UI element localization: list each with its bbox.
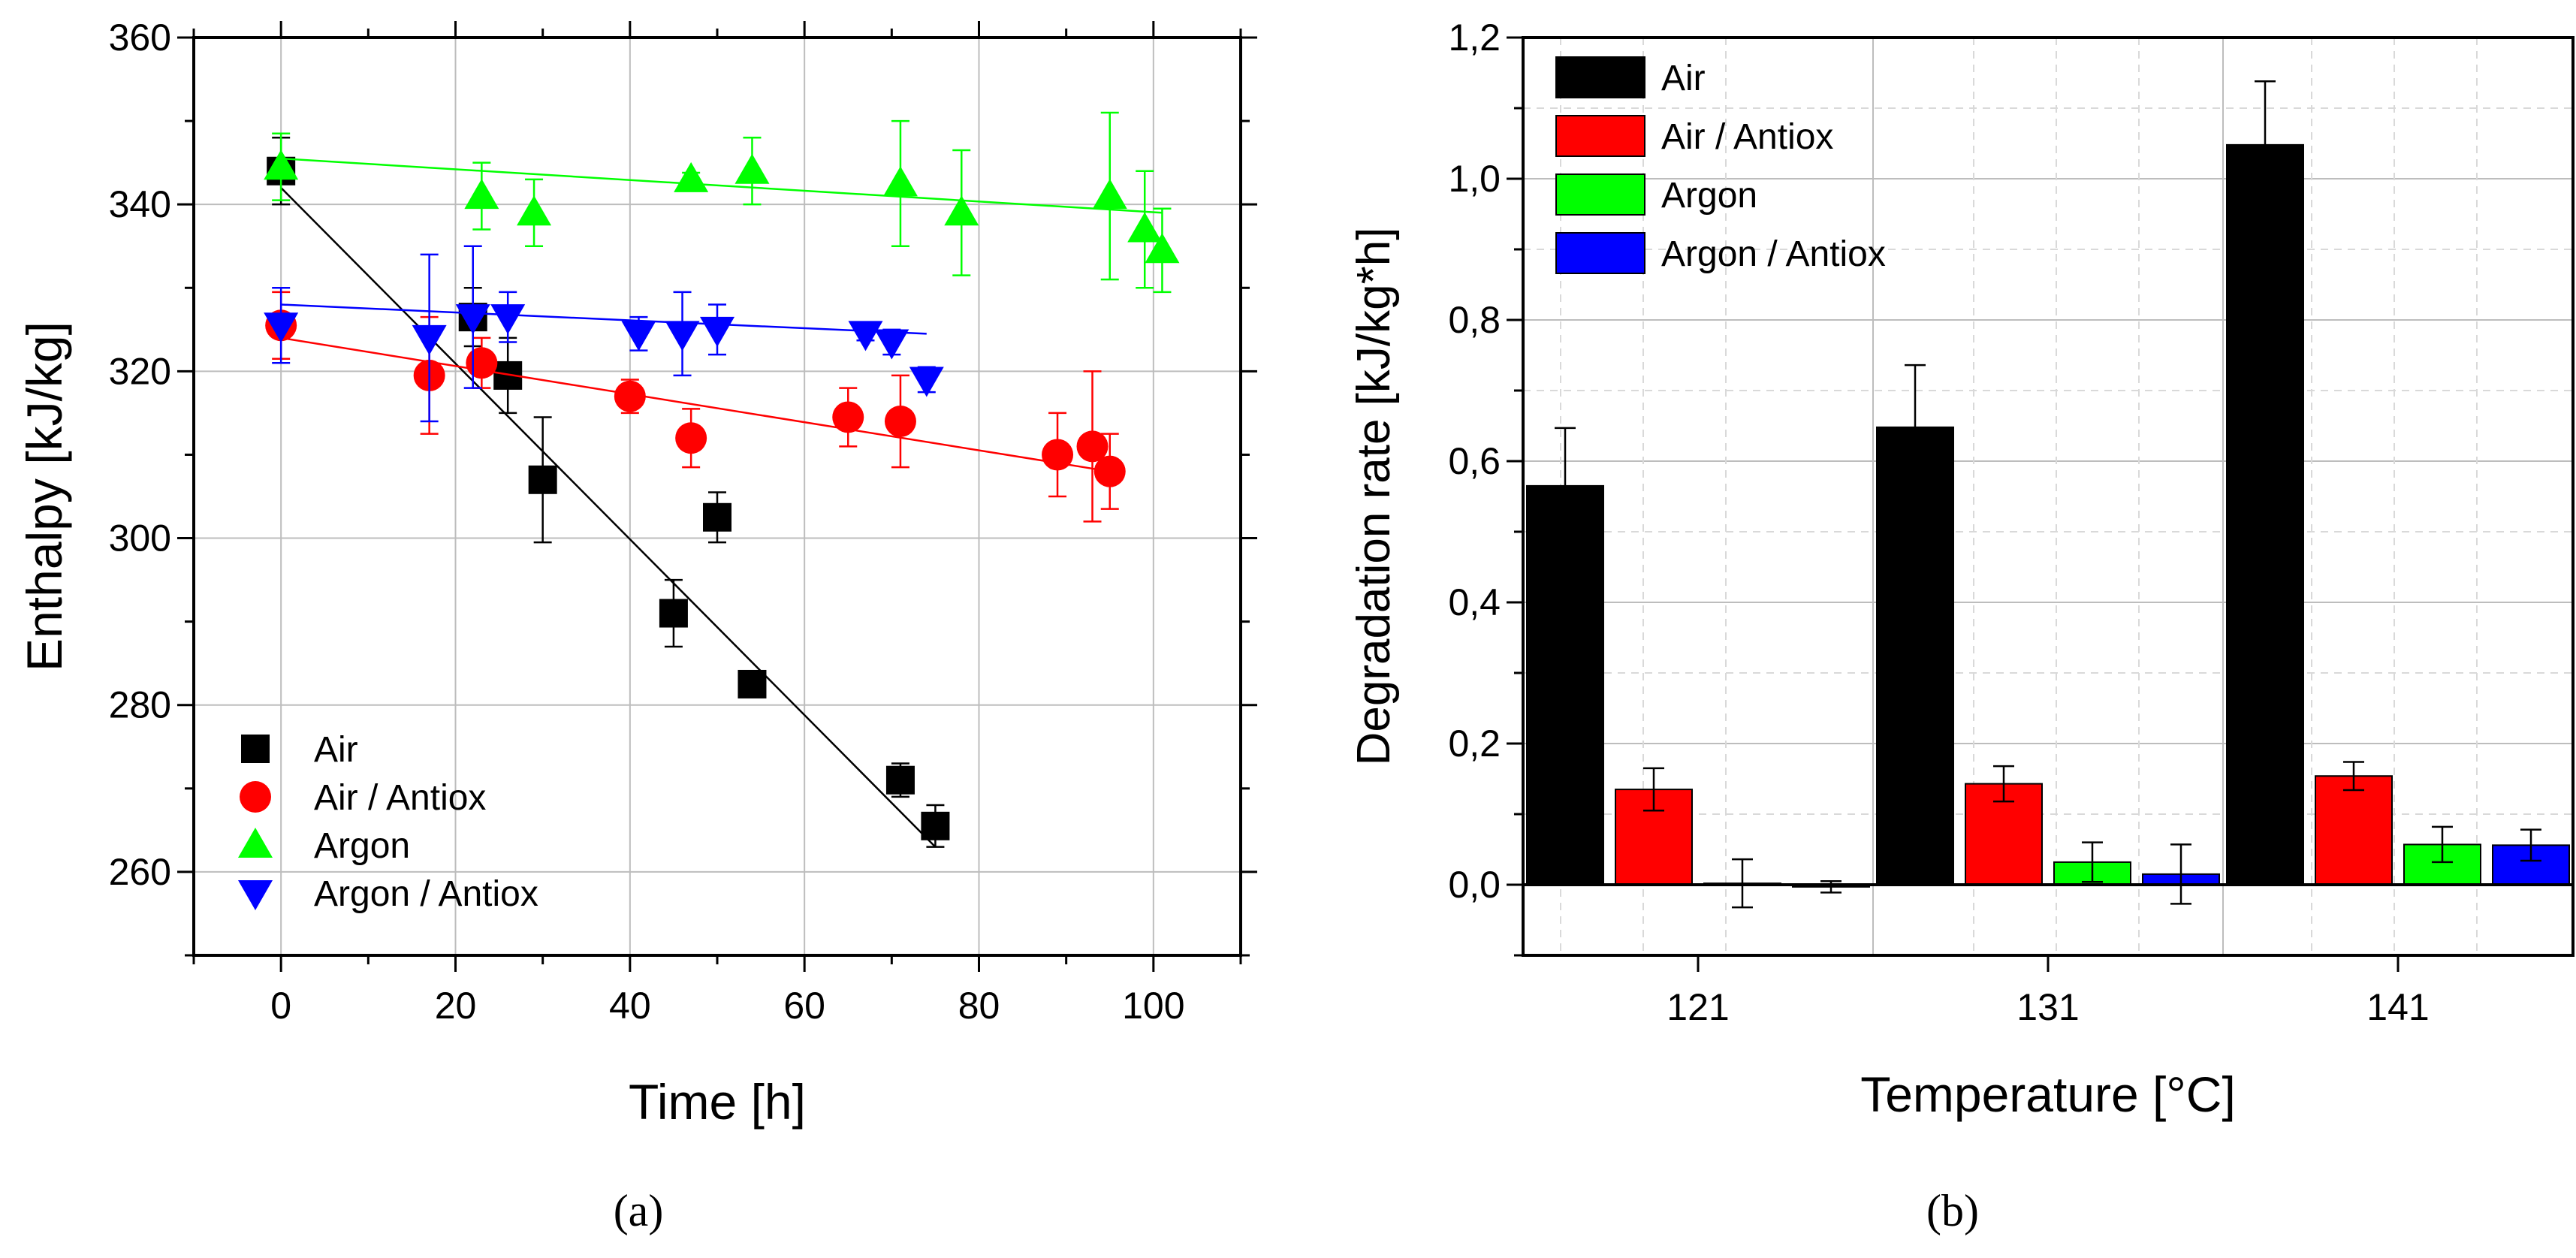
- x-tick-label: 80: [958, 985, 1000, 1027]
- caption-b: (b): [1926, 1186, 1979, 1235]
- legend-marker: [238, 828, 273, 858]
- data-point: [665, 321, 700, 351]
- y-tick-label: 0,8: [1448, 299, 1501, 341]
- y-tick-label: 0,0: [1448, 864, 1501, 906]
- data-point: [412, 324, 447, 355]
- legend-label: Argon / Antiox: [1661, 234, 1886, 274]
- legend-label: Argon / Antiox: [314, 874, 538, 914]
- bar: [2315, 775, 2393, 885]
- data-point: [466, 347, 498, 379]
- legend: Air Air / Antiox Argon Argon / Antiox: [238, 730, 538, 914]
- data-point: [885, 765, 915, 795]
- y-tick-label: 300: [109, 517, 171, 560]
- legend-marker: [241, 735, 270, 763]
- x-tick-label: 20: [435, 985, 477, 1027]
- x-tick-label: 121: [1667, 986, 1729, 1028]
- data-point: [734, 153, 770, 184]
- data-point: [675, 422, 707, 454]
- data-point: [464, 179, 499, 210]
- legend-marker: [238, 880, 273, 910]
- fit-line: [281, 303, 927, 335]
- series-argon: [264, 111, 1180, 294]
- legend-label: Air: [1661, 59, 1706, 98]
- data-point: [700, 316, 734, 347]
- data-point: [621, 321, 656, 351]
- data-point: [1145, 233, 1180, 264]
- fit-line: [281, 157, 1163, 214]
- x-tick-label: 131: [2016, 986, 2079, 1028]
- x-tick-label: 0: [270, 985, 291, 1027]
- y-tick-label: 1,0: [1448, 158, 1501, 200]
- data-point: [921, 811, 950, 840]
- y-tick-label: 340: [109, 183, 171, 225]
- data-point: [614, 380, 646, 412]
- y-tick-label: 0,6: [1448, 440, 1501, 482]
- x-axis-title: Time [h]: [629, 1074, 806, 1130]
- data-point: [264, 312, 299, 343]
- data-point: [264, 149, 299, 180]
- legend-label: Argon: [1661, 176, 1757, 216]
- legend-label: Air / Antiox: [314, 778, 486, 818]
- y-tick-label: 0,4: [1448, 581, 1501, 623]
- data-point: [848, 321, 883, 351]
- data-point: [674, 161, 709, 192]
- data-point: [832, 401, 864, 433]
- series-air: [267, 137, 950, 848]
- y-tick-label: 280: [109, 684, 171, 726]
- bar: [1526, 484, 1604, 885]
- legend-label: Air / Antiox: [1661, 117, 1833, 157]
- legend-marker: [240, 781, 271, 813]
- legend-swatch: [1555, 173, 1645, 216]
- data-point: [490, 304, 526, 335]
- data-point: [517, 195, 552, 226]
- data-point: [874, 329, 909, 360]
- fit-line: [280, 187, 937, 848]
- data-point: [738, 669, 767, 698]
- data-point: [1092, 179, 1127, 210]
- data-point: [909, 367, 944, 397]
- series-argon-antiox: [264, 245, 944, 423]
- legend: Air Air / Antiox Argon Argon / Antiox: [1555, 56, 1886, 274]
- y-axis-title: Enthalpy [kJ/kg]: [17, 321, 72, 671]
- y-tick-label: 320: [109, 350, 171, 392]
- data-point: [884, 406, 916, 438]
- data-point: [1093, 455, 1126, 487]
- y-tick-label: 260: [109, 851, 171, 893]
- y-tick-label: 360: [109, 17, 171, 59]
- legend-label: Air: [314, 730, 358, 770]
- legend-swatch: [1555, 232, 1645, 274]
- legend-swatch: [1555, 56, 1645, 98]
- bar: [2226, 143, 2304, 885]
- data-point: [455, 304, 490, 335]
- panel-a-scatter-chart: 0 20 40 60 80 100 260 280 300 320 340 360 Time [h] En…: [17, 17, 1257, 1130]
- x-tick-label: 40: [609, 985, 651, 1027]
- data-point: [1076, 430, 1109, 463]
- y-tick-label: 0,2: [1448, 723, 1501, 765]
- legend-swatch: [1555, 115, 1645, 157]
- data-point: [1127, 212, 1163, 243]
- data-point: [703, 502, 731, 532]
- data-point: [528, 465, 557, 494]
- y-axis-title: Degradation rate [kJ/kg*h]: [1348, 228, 1400, 766]
- legend-label: Argon: [314, 826, 410, 866]
- data-point: [882, 166, 918, 197]
- fit-line: [280, 336, 1110, 472]
- caption-a: (a): [614, 1186, 664, 1235]
- y-tick-label: 1,2: [1448, 17, 1501, 59]
- series-air-antiox: [265, 291, 1126, 523]
- x-tick-label: 141: [2366, 986, 2429, 1028]
- x-axis-title: Temperature [°C]: [1860, 1066, 2236, 1122]
- data-point: [659, 599, 688, 628]
- x-tick-label: 100: [1122, 985, 1184, 1027]
- panel-b-bar-chart: 0,0 0,2 0,4 0,6 0,8 1,0 1,2 121 131 141 Temperatur…: [1348, 17, 2574, 1122]
- bar: [1876, 426, 1954, 885]
- x-tick-label: 60: [783, 985, 825, 1027]
- data-point: [1042, 439, 1074, 471]
- data-point: [944, 195, 979, 226]
